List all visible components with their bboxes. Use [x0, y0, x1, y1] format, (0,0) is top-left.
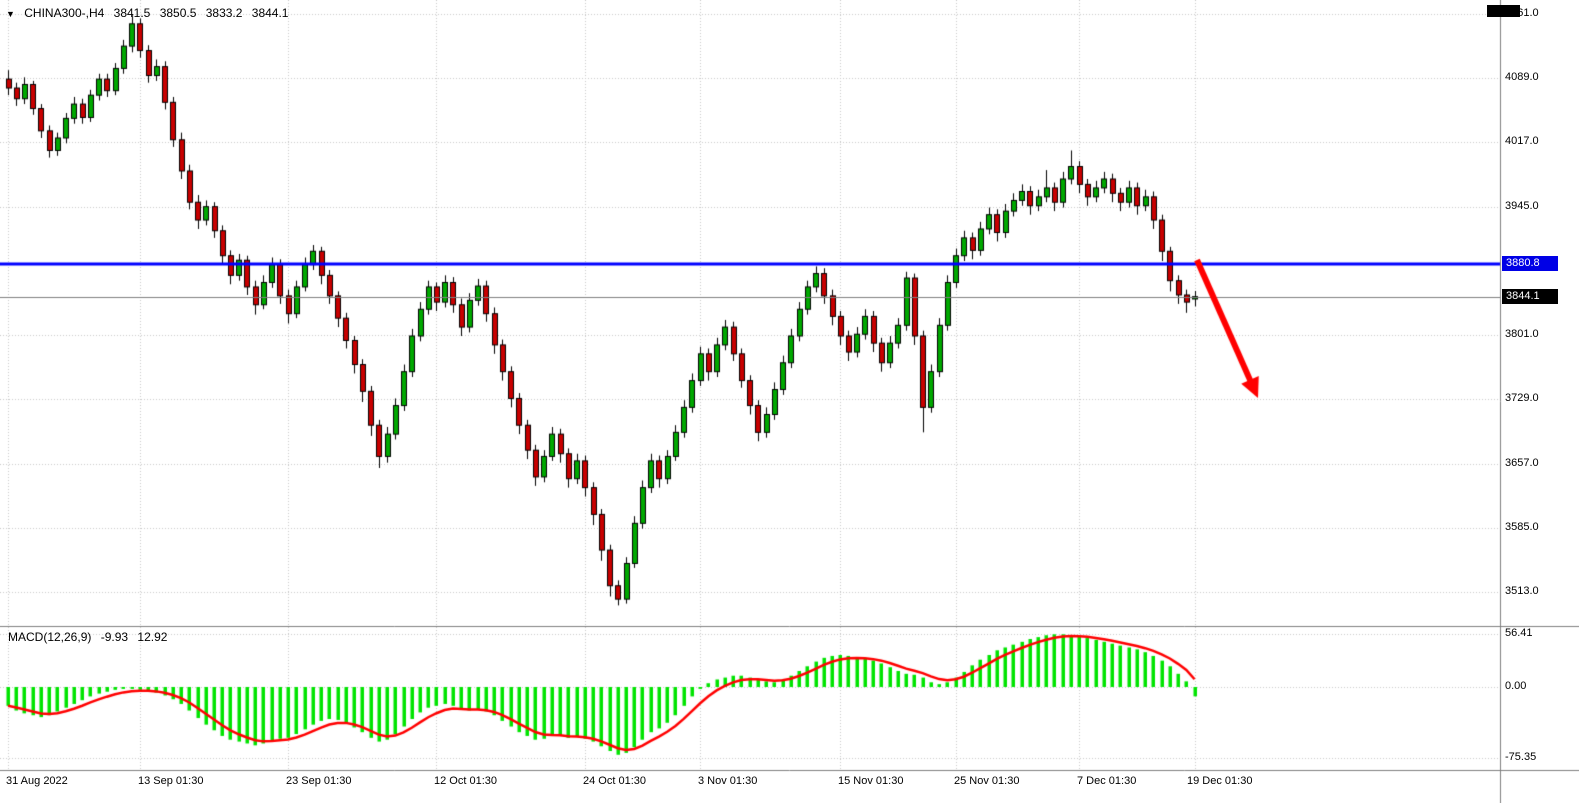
- macd-indicator-title: MACD(12,26,9) -9.93 12.92: [8, 630, 173, 644]
- time-axis-label: 25 Nov 01:30: [954, 775, 1020, 787]
- price-axis-label: 4017.0: [1505, 135, 1539, 147]
- price-axis-label: 4089.0: [1505, 71, 1539, 83]
- chart-title-ohlc: ▼ CHINA300-,H4 3841.5 3850.5 3833.2 3844…: [6, 6, 294, 20]
- ohlc-high: 3850.5: [159, 6, 197, 20]
- chart-shift-marker: [1487, 5, 1520, 17]
- price-axis-label: 3945.0: [1505, 200, 1539, 212]
- price-level-badge: 3880.8: [1502, 256, 1558, 271]
- time-axis-label: 12 Oct 01:30: [434, 775, 497, 787]
- time-axis-label: 15 Nov 01:30: [838, 775, 904, 787]
- time-axis-label: 19 Dec 01:30: [1187, 775, 1253, 787]
- macd-label: MACD(12,26,9): [8, 630, 92, 644]
- current-price-badge: 3844.1: [1502, 289, 1558, 304]
- macd-axis-label: 0.00: [1505, 680, 1527, 692]
- price-axis-label: 3729.0: [1505, 392, 1539, 404]
- time-axis-label: 23 Sep 01:30: [286, 775, 352, 787]
- price-axis-label: 3657.0: [1505, 457, 1539, 469]
- macd-signal-value: 12.92: [137, 630, 168, 644]
- ohlc-close: 3844.1: [251, 6, 289, 20]
- price-axis-label: 3513.0: [1505, 585, 1539, 597]
- macd-axis-label: 56.41: [1505, 627, 1533, 639]
- time-axis-label: 7 Dec 01:30: [1077, 775, 1137, 787]
- collapse-indicator-icon[interactable]: ▼: [6, 9, 15, 19]
- symbol-period-label: CHINA300-,H4: [24, 6, 105, 20]
- time-axis-label: 31 Aug 2022: [6, 775, 68, 787]
- time-axis-label: 3 Nov 01:30: [698, 775, 758, 787]
- price-axis-label: 3585.0: [1505, 521, 1539, 533]
- macd-axis-label: -75.35: [1505, 751, 1537, 763]
- ohlc-open: 3841.5: [113, 6, 151, 20]
- macd-main-value: -9.93: [100, 630, 129, 644]
- time-axis-label: 24 Oct 01:30: [583, 775, 646, 787]
- time-axis-label: 13 Sep 01:30: [138, 775, 204, 787]
- price-axis-label: 3801.0: [1505, 328, 1539, 340]
- ohlc-low: 3833.2: [205, 6, 243, 20]
